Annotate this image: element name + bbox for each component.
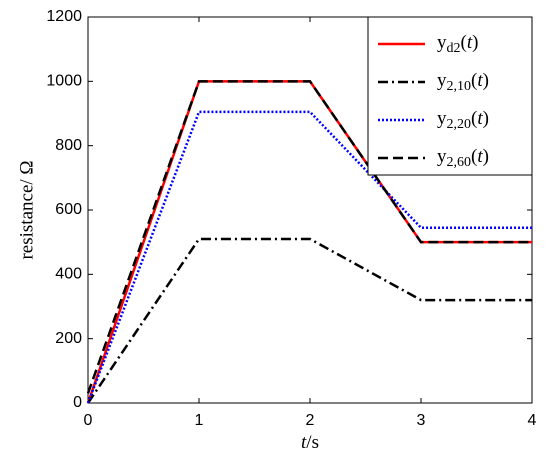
y-axis-label: resistance/ Ω bbox=[16, 160, 37, 259]
legend-label: y2,60(t) bbox=[437, 146, 489, 170]
legend-label: y2,10(t) bbox=[437, 70, 489, 94]
x-axis-label: t/s bbox=[301, 432, 319, 453]
x-tick-label: 0 bbox=[84, 412, 93, 429]
x-tick-label: 2 bbox=[306, 412, 315, 429]
x-tick-label: 1 bbox=[195, 412, 204, 429]
y-tick-label: 1200 bbox=[46, 8, 82, 25]
x-tick-label: 4 bbox=[528, 412, 537, 429]
series-line bbox=[86, 237, 532, 404]
legend-label: yd2(t) bbox=[437, 32, 478, 56]
y-tick-label: 0 bbox=[73, 394, 82, 411]
series-line bbox=[86, 80, 532, 394]
y-tick-label: 400 bbox=[55, 266, 82, 283]
y-tick-label: 1000 bbox=[46, 73, 82, 90]
y-tick-label: 200 bbox=[55, 330, 82, 347]
plot-frame bbox=[87, 16, 533, 404]
x-tick-label: 3 bbox=[417, 412, 426, 429]
y-tick-label: 800 bbox=[55, 137, 82, 154]
legend-label: y2,20(t) bbox=[437, 108, 489, 132]
y-tick-label: 600 bbox=[55, 201, 82, 218]
